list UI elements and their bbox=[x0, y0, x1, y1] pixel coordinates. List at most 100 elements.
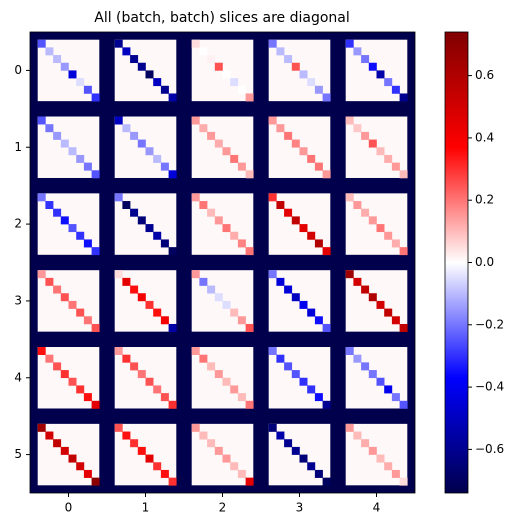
diagonal-cell bbox=[122, 124, 131, 133]
diagonal-cell bbox=[399, 477, 408, 486]
chart-title: All (batch, batch) slices are diagonal bbox=[94, 10, 350, 26]
diagonal-cell bbox=[199, 201, 208, 210]
diagonal-cell bbox=[322, 247, 331, 256]
diagonal-cell bbox=[83, 316, 92, 325]
diagonal-cell bbox=[314, 85, 323, 94]
diagonal-cell bbox=[68, 147, 77, 156]
diagonal-cell bbox=[122, 354, 131, 363]
diagonal-cell bbox=[368, 139, 377, 148]
diagonal-cell bbox=[68, 70, 77, 79]
diagonal-cell bbox=[122, 47, 131, 56]
diagonal-cell bbox=[391, 239, 400, 248]
x-tick-label: 3 bbox=[296, 501, 304, 515]
diagonal-cell bbox=[207, 439, 216, 448]
diagonal-cell bbox=[391, 162, 400, 171]
diagonal-cell bbox=[199, 47, 208, 56]
diagonal-cell bbox=[276, 47, 285, 56]
diagonal-cell bbox=[345, 423, 354, 432]
diagonal-cell bbox=[353, 277, 362, 286]
diagonal-cell bbox=[291, 216, 300, 225]
diagonal-cell bbox=[230, 308, 239, 317]
diagonal-cell bbox=[322, 323, 331, 332]
diagonal-cell bbox=[245, 170, 254, 179]
diagonal-cell bbox=[345, 39, 354, 48]
diagonal-cell bbox=[314, 393, 323, 402]
x-tick-label: 2 bbox=[219, 501, 227, 515]
diagonal-cell bbox=[76, 231, 85, 240]
diagonal-cell bbox=[68, 224, 77, 233]
diagonal-cell bbox=[230, 385, 239, 394]
colorbar-tick-label: −0.4 bbox=[475, 380, 504, 394]
diagonal-cell bbox=[376, 454, 385, 463]
diagonal-cell bbox=[276, 277, 285, 286]
diagonal-cell bbox=[160, 393, 169, 402]
diagonal-cell bbox=[299, 377, 308, 386]
diagonal-cell bbox=[122, 277, 131, 286]
diagonal-cell bbox=[168, 477, 177, 486]
diagonal-cell bbox=[299, 224, 308, 233]
diagonal-cell bbox=[76, 308, 85, 317]
diagonal-cell bbox=[384, 231, 393, 240]
diagonal-cell bbox=[299, 147, 308, 156]
diagonal-cell bbox=[314, 469, 323, 478]
diagonal-cell bbox=[60, 139, 69, 148]
diagonal-cell bbox=[307, 154, 316, 163]
diagonal-cell bbox=[245, 323, 254, 332]
diagonal-cell bbox=[353, 201, 362, 210]
diagonal-cell bbox=[391, 393, 400, 402]
diagonal-cell bbox=[91, 400, 100, 409]
diagonal-cell bbox=[299, 70, 308, 79]
diagonal-cell bbox=[37, 39, 46, 48]
diagonal-cell bbox=[307, 231, 316, 240]
colorbar-tick-label: 0.4 bbox=[475, 130, 494, 144]
diagonal-cell bbox=[137, 446, 146, 455]
diagonal-cell bbox=[399, 93, 408, 102]
diagonal-cell bbox=[160, 469, 169, 478]
diagonal-cell bbox=[45, 201, 54, 210]
x-tick-label: 4 bbox=[373, 501, 381, 515]
diagonal-cell bbox=[345, 270, 354, 279]
diagonal-cell bbox=[83, 162, 92, 171]
diagonal-cell bbox=[268, 116, 277, 125]
diagonal-cell bbox=[222, 377, 231, 386]
diagonal-cell bbox=[353, 47, 362, 56]
diagonal-cell bbox=[291, 446, 300, 455]
diagonal-cell bbox=[207, 131, 216, 140]
diagonal-cell bbox=[130, 55, 139, 64]
diagonal-cell bbox=[284, 362, 293, 371]
diagonal-cell bbox=[376, 70, 385, 79]
diagonal-cell bbox=[114, 39, 123, 48]
diagonal-cell bbox=[53, 131, 62, 140]
diagonal-cell bbox=[399, 170, 408, 179]
colorbar bbox=[444, 31, 469, 494]
diagonal-cell bbox=[191, 423, 200, 432]
diagonal-cell bbox=[91, 323, 100, 332]
diagonal-cell bbox=[37, 270, 46, 279]
diagonal-cell bbox=[307, 78, 316, 87]
diagonal-cell bbox=[368, 370, 377, 379]
diagonal-cell bbox=[199, 354, 208, 363]
diagonal-cell bbox=[91, 170, 100, 179]
diagonal-cell bbox=[153, 154, 162, 163]
diagonal-cell bbox=[322, 170, 331, 179]
diagonal-cell bbox=[276, 354, 285, 363]
diagonal-cell bbox=[222, 147, 231, 156]
diagonal-cell bbox=[276, 124, 285, 133]
diagonal-cell bbox=[384, 308, 393, 317]
diagonal-cell bbox=[237, 239, 246, 248]
diagonal-cell bbox=[361, 55, 370, 64]
diagonal-cell bbox=[168, 400, 177, 409]
diagonal-cell bbox=[268, 347, 277, 355]
diagonal-cell bbox=[199, 124, 208, 133]
diagonal-cell bbox=[345, 193, 354, 202]
diagonal-cell bbox=[307, 308, 316, 317]
diagonal-cell bbox=[384, 78, 393, 87]
diagonal-cell bbox=[114, 193, 123, 202]
diagonal-cell bbox=[391, 469, 400, 478]
diagonal-cell bbox=[37, 347, 46, 355]
y-tick-label: 4 bbox=[14, 370, 22, 384]
diagonal-cell bbox=[291, 293, 300, 302]
diagonal-cell bbox=[130, 131, 139, 140]
diagonal-cell bbox=[60, 446, 69, 455]
